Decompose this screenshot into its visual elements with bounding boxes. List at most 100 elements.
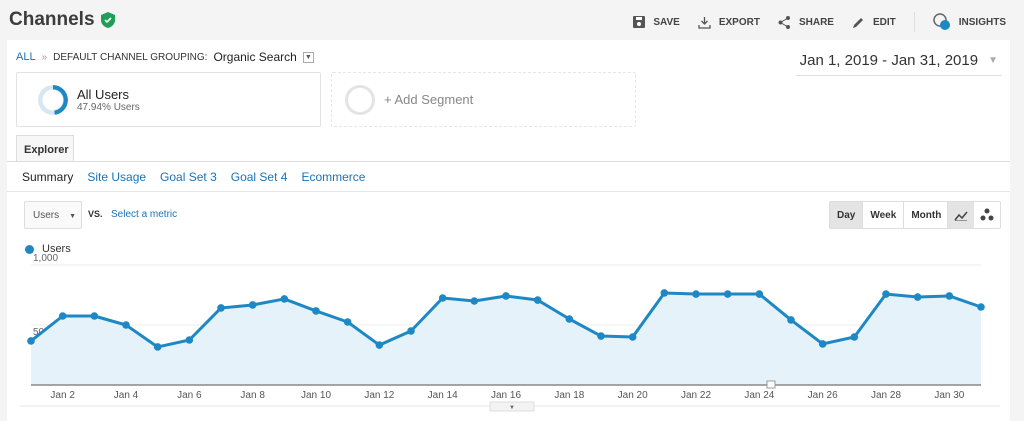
breadcrumb-all-link[interactable]: ALL [16, 51, 36, 63]
data-point[interactable] [533, 296, 542, 304]
week-button[interactable]: Week [863, 202, 905, 228]
pencil-icon [852, 17, 863, 28]
x-tick-label: Jan 20 [618, 390, 648, 401]
x-tick-label: Jan 6 [177, 390, 202, 401]
bubble-chart-icon [980, 208, 994, 221]
data-point[interactable] [343, 318, 352, 326]
data-point[interactable] [628, 333, 637, 341]
edit-button[interactable]: EDIT [852, 16, 896, 29]
expand-annotations-button[interactable] [489, 401, 535, 412]
tab-explorer[interactable]: Explorer [16, 135, 74, 162]
x-tick-label: Jan 22 [681, 390, 711, 401]
data-point[interactable] [153, 343, 162, 351]
legend-label: Users [42, 243, 71, 255]
breadcrumb-grouping: DEFAULT CHANNEL GROUPING: [53, 51, 208, 63]
share-icon [778, 15, 790, 29]
data-point[interactable] [660, 289, 669, 297]
save-icon [633, 16, 646, 28]
data-point[interactable] [185, 336, 194, 344]
divider [7, 191, 1010, 192]
data-point[interactable] [502, 292, 510, 300]
data-point[interactable] [248, 301, 257, 309]
data-point[interactable] [280, 295, 289, 303]
subtab-summary[interactable]: Summary [22, 170, 74, 184]
breadcrumb: ALL » DEFAULT CHANNEL GROUPING: Organic … [16, 50, 314, 64]
day-button[interactable]: Day [830, 202, 864, 228]
data-point[interactable] [217, 304, 225, 312]
top-bar: Channels SAVE EXPORT SHARE EDIT INSIGHTS [0, 0, 1024, 40]
select-metric-link[interactable]: Select a metric [111, 209, 178, 220]
segment-percent: 47.94% Users [77, 101, 140, 113]
period-buttons: Day Week Month [829, 201, 950, 229]
subtab-goal-set-4[interactable]: Goal Set 4 [230, 170, 288, 184]
data-point[interactable] [27, 337, 35, 345]
subtab-site-usage[interactable]: Site Usage [87, 170, 147, 184]
chart-type-buttons [947, 201, 1001, 229]
data-point[interactable] [882, 290, 890, 298]
data-point[interactable] [470, 297, 479, 305]
data-point[interactable] [90, 312, 99, 320]
x-tick-label: Jan 14 [428, 390, 458, 401]
x-tick-label: Jan 2 [50, 390, 75, 401]
x-tick-label: Jan 4 [114, 390, 139, 401]
data-point[interactable] [122, 321, 130, 329]
data-point[interactable] [565, 315, 574, 323]
metric-value: Users [33, 210, 60, 221]
data-point[interactable] [692, 290, 700, 298]
date-range-picker[interactable]: Jan 1, 2019 - Jan 31, 2019 ▼ [795, 50, 1002, 76]
breadcrumb-separator: » [41, 51, 48, 63]
segment-all-users[interactable]: All Users 47.94% Users [16, 72, 321, 127]
data-point[interactable] [818, 340, 827, 348]
data-point[interactable] [407, 327, 415, 335]
data-point[interactable] [597, 332, 605, 340]
divider [913, 12, 915, 32]
subtab-ecommerce[interactable]: Ecommerce [301, 170, 366, 184]
add-segment-button[interactable]: + Add Segment [331, 72, 636, 127]
save-label: SAVE [653, 16, 680, 28]
data-point[interactable] [755, 290, 764, 298]
data-point[interactable] [787, 316, 795, 324]
segment-name: All Users [77, 86, 130, 102]
annotation-marker[interactable] [766, 380, 776, 389]
download-icon [698, 16, 711, 29]
chevron-down-icon: ▼ [69, 213, 77, 220]
export-button[interactable]: EXPORT [698, 16, 760, 29]
edit-label: EDIT [872, 16, 896, 28]
x-tick-label: Jan 30 [934, 390, 964, 401]
verified-shield-icon [100, 12, 115, 28]
data-point[interactable] [375, 341, 384, 349]
motion-chart-button[interactable] [974, 202, 1000, 228]
metric-select[interactable]: Users ▼ [24, 201, 82, 229]
share-button[interactable]: SHARE [778, 15, 834, 29]
data-point[interactable] [977, 303, 985, 311]
data-point[interactable] [312, 307, 320, 315]
y-tick-label: 1,000 [33, 253, 58, 264]
save-button[interactable]: SAVE [633, 16, 680, 28]
data-point[interactable] [438, 294, 447, 302]
data-point[interactable] [723, 290, 732, 298]
insights-icon [933, 13, 950, 30]
x-tick-label: Jan 16 [491, 390, 521, 401]
insights-button[interactable]: INSIGHTS [933, 13, 1006, 31]
month-button[interactable]: Month [911, 210, 942, 221]
vs-label: VS. [88, 209, 103, 219]
date-range-text: Jan 1, 2019 - Jan 31, 2019 [799, 52, 979, 69]
breadcrumb-value: Organic Search [213, 50, 297, 64]
x-tick-label: Jan 24 [744, 390, 774, 401]
data-point[interactable] [913, 293, 922, 301]
data-point[interactable] [850, 333, 859, 341]
data-point[interactable] [945, 292, 954, 300]
x-tick-label: Jan 12 [364, 390, 394, 401]
export-label: EXPORT [718, 16, 760, 28]
grouping-dropdown[interactable]: ▼ [302, 51, 314, 63]
chevron-down-icon: ▼ [988, 55, 998, 66]
subtab-goal-set-3[interactable]: Goal Set 3 [160, 170, 217, 184]
x-tick-label: Jan 26 [808, 390, 838, 401]
insights-label: INSIGHTS [958, 16, 1006, 28]
x-tick-label: Jan 8 [240, 390, 265, 401]
page-title: Channels [9, 9, 115, 31]
divider [7, 161, 1010, 162]
line-chart-button[interactable] [948, 202, 974, 228]
chevron-down-icon: ▼ [509, 405, 515, 411]
data-point[interactable] [58, 312, 67, 320]
